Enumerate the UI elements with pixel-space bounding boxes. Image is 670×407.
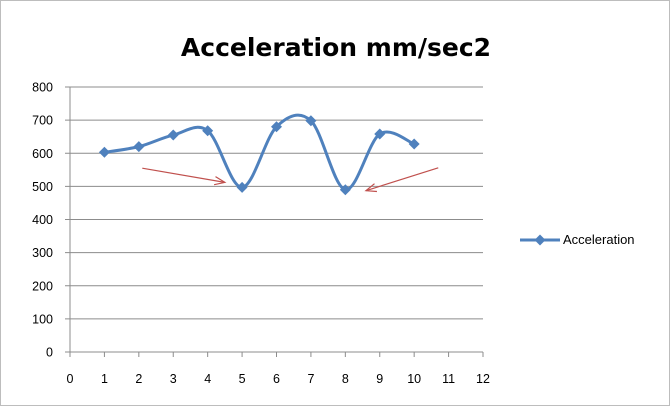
x-tick-label-12: 12 <box>476 372 490 386</box>
data-point-8 <box>339 184 351 196</box>
data-point-7 <box>305 115 317 127</box>
chart-title: Acceleration mm/sec2 <box>180 33 492 62</box>
data-point-1 <box>98 146 110 158</box>
x-tick-label-10: 10 <box>407 372 421 386</box>
data-point-10 <box>408 138 420 150</box>
annotation-arrowhead-0 <box>213 176 227 186</box>
x-tick-label-11: 11 <box>442 372 455 386</box>
y-tick-label-200: 200 <box>32 279 53 293</box>
x-tick-label-4: 4 <box>204 372 211 386</box>
annotation-arrow-1 <box>365 167 439 192</box>
data-point-9 <box>374 128 386 140</box>
data-point-5 <box>236 181 248 193</box>
y-tick-label-600: 600 <box>32 147 53 161</box>
y-tick-label-400: 400 <box>32 213 53 227</box>
x-tick-label-1: 1 <box>101 372 108 386</box>
x-tick-label-7: 7 <box>307 372 314 386</box>
y-tick-label-100: 100 <box>32 312 53 326</box>
legend-series-marker-icon <box>520 234 560 245</box>
data-point-3 <box>167 129 179 141</box>
annotation-arrow-0 <box>142 167 225 183</box>
data-point-6 <box>271 121 282 133</box>
data-point-2 <box>133 141 145 153</box>
data-point-4 <box>202 125 214 137</box>
legend: Acceleration <box>520 232 635 247</box>
x-tick-label-5: 5 <box>239 372 246 386</box>
y-tick-label-500: 500 <box>32 180 53 194</box>
y-tick-label-800: 800 <box>32 81 53 95</box>
series-line-0 <box>104 113 415 192</box>
annotation-arrowhead-1 <box>364 183 377 193</box>
x-tick-label-0: 0 <box>67 372 74 386</box>
legend-series-label: Acceleration <box>563 232 635 247</box>
y-tick-label-0: 0 <box>46 346 53 360</box>
x-tick-label-6: 6 <box>273 372 280 386</box>
x-tick-label-8: 8 <box>342 372 349 386</box>
y-tick-label-700: 700 <box>32 114 53 128</box>
x-tick-label-9: 9 <box>376 372 383 386</box>
x-tick-label-3: 3 <box>170 372 177 386</box>
x-tick-label-2: 2 <box>135 372 142 386</box>
y-tick-label-300: 300 <box>32 246 53 260</box>
